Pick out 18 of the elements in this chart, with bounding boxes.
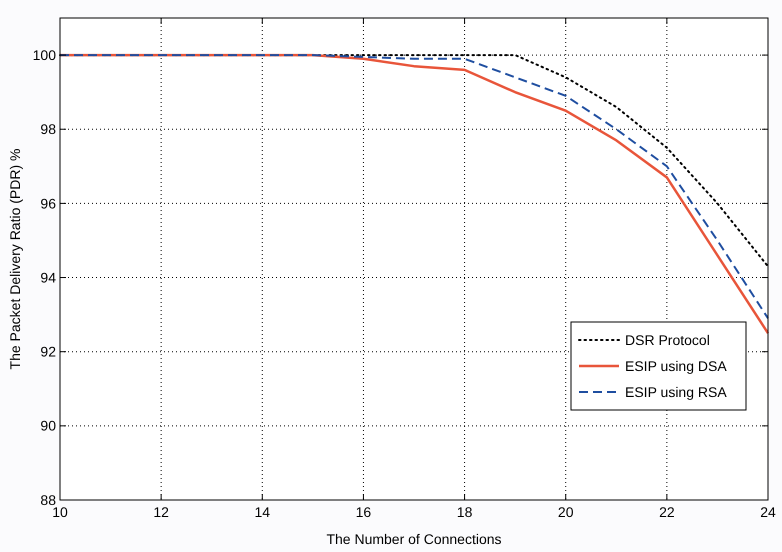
x-axis-title: The Number of Connections: [326, 531, 502, 547]
x-tick-label: 14: [254, 504, 270, 520]
y-tick-label: 100: [32, 46, 56, 63]
x-tick-label: 20: [558, 504, 574, 520]
y-tick-label: 94: [40, 269, 56, 286]
legend-label: ESIP using RSA: [625, 384, 728, 400]
x-tick-label: 22: [659, 504, 675, 520]
x-tick-label: 12: [153, 504, 170, 520]
legend-label: DSR Protocol: [625, 332, 710, 348]
y-tick-label: 98: [40, 121, 56, 138]
x-tick-label: 24: [760, 504, 776, 520]
y-tick-label: 96: [40, 195, 56, 212]
x-tick-label: 18: [456, 504, 473, 520]
y-tick-label: 90: [40, 418, 56, 434]
y-axis-title: The Packet Delivery Ratio (PDR) %: [7, 148, 23, 370]
y-tick-label: 92: [40, 344, 56, 360]
x-tick-label: 16: [356, 504, 372, 520]
legend-label: ESIP using DSA: [625, 358, 728, 374]
